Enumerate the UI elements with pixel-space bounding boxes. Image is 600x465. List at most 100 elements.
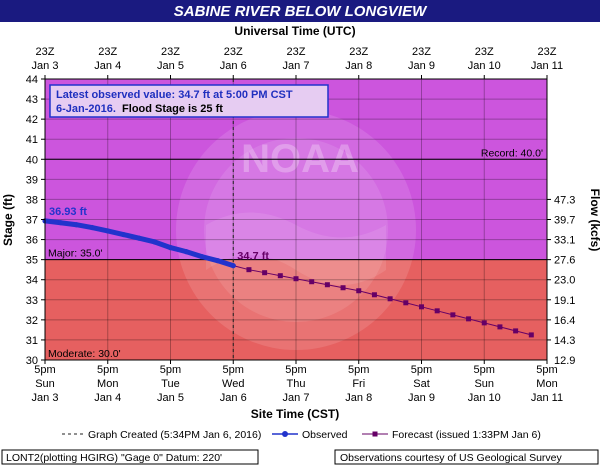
top-tick-date: Jan 9: [408, 60, 435, 72]
observed-point: [152, 239, 158, 245]
series-layer: 36.93 ft 34.7 ft: [42, 206, 534, 338]
left-tick-label: 38: [26, 194, 38, 206]
observed-point: [105, 228, 111, 234]
footer-source-text: Observations courtesy of US Geological S…: [340, 452, 563, 464]
forecast-point: [403, 300, 409, 306]
top-tick-time: 23Z: [475, 46, 494, 58]
bottom-tick-time: 5pm: [34, 364, 55, 376]
left-tick-label: 39: [26, 174, 38, 186]
top-tick-date: Jan 5: [157, 60, 184, 72]
forecast-point: [528, 332, 534, 338]
top-tick-time: 23Z: [161, 46, 180, 58]
forecast-point: [246, 267, 252, 273]
forecast-point: [324, 282, 330, 288]
left-tick-label: 34: [26, 275, 38, 287]
bottom-tick-weekday: Mon: [536, 378, 557, 390]
top-tick-date: Jan 8: [345, 60, 372, 72]
left-tick-label: 30: [26, 355, 38, 367]
bottom-tick-weekday: Sat: [413, 378, 430, 390]
forecast-point: [293, 276, 299, 282]
title-bar: [0, 0, 600, 22]
observed-point: [199, 254, 205, 260]
observed-end-label: 34.7 ft: [237, 251, 269, 263]
noaa-gull-icon: [206, 212, 386, 285]
top-tick-time: 23Z: [224, 46, 243, 58]
forecast-point: [309, 279, 315, 285]
right-tick-label: 23.0: [554, 275, 575, 287]
forecast-point: [434, 308, 440, 314]
bottom-tick-weekday: Thu: [287, 378, 306, 390]
threshold-label-record: Record: 40.0': [481, 147, 543, 159]
forecast-point: [371, 292, 377, 298]
left-tick-label: 33: [26, 295, 38, 307]
noaa-logo-inner-icon: [204, 138, 388, 322]
observed-point: [58, 220, 64, 226]
bottom-tick-weekday: Fri: [352, 378, 365, 390]
top-axis-title: Universal Time (UTC): [234, 24, 355, 38]
legend-forecast-marker: [372, 431, 378, 437]
bottom-tick-weekday: Sun: [474, 378, 494, 390]
forecast-point: [419, 304, 424, 310]
observed-point: [89, 224, 95, 231]
latest-observed-date: 6-Jan-2016.: [56, 103, 116, 115]
latest-observed-box: Latest observed value: 34.7 ft at 5:00 P…: [49, 84, 329, 118]
forecast-line: [233, 265, 532, 336]
right-tick-label: 16.4: [554, 315, 575, 327]
bottom-tick-time: 5pm: [97, 364, 118, 376]
observed-point: [136, 235, 142, 241]
forecast-point: [262, 270, 268, 276]
forecast-point: [513, 328, 519, 334]
top-tick-date: Jan 3: [32, 60, 59, 72]
left-tick-label: 36: [26, 235, 38, 247]
latest-observed-line1: Latest observed value: 34.7 ft at 5:00 P…: [56, 89, 293, 101]
right-tick-label-bottom: 12.9: [554, 355, 575, 367]
bottom-tick-date: Jan 7: [283, 392, 310, 404]
flood-stage-note: Flood Stage is 25 ft: [116, 103, 223, 115]
top-tick-time: 23Z: [412, 46, 431, 58]
top-tick-date: Jan 4: [94, 60, 121, 72]
top-tick-time: 23Z: [349, 46, 368, 58]
legend-forecast-label: Forecast (issued 1:33PM Jan 6): [392, 429, 541, 441]
bottom-tick-date: Jan 5: [157, 392, 184, 404]
top-tick-date: Jan 10: [468, 60, 501, 72]
observed-start-label: 36.93 ft: [49, 206, 87, 218]
bottom-tick-weekday: Wed: [222, 378, 244, 390]
top-axis-ticks: 23Z Jan 3 23Z Jan 4 23Z Jan 5 23Z Jan 6 23Z Jan 7…: [32, 46, 563, 79]
right-tick-label: 33.1: [554, 235, 575, 247]
forecast-point: [497, 324, 503, 330]
observed-point: [120, 231, 127, 238]
right-axis-title: Flow (kcfs): [588, 189, 600, 252]
right-tick-label: 47.3: [554, 194, 575, 206]
bottom-axis-ticks: 5pm Sun Jan 3 5pm Mon Jan 4 5pm Tue Jan 5 5pm Wed J…: [32, 360, 563, 404]
top-tick-date: Jan 6: [220, 60, 247, 72]
left-tick-label: 44: [26, 74, 38, 86]
left-tick-label: 32: [26, 315, 38, 327]
footer-left-box: [1, 449, 259, 465]
bottom-tick-weekday: Sun: [35, 378, 55, 390]
forecast-point: [340, 285, 346, 291]
bottom-tick-date: Jan 8: [345, 392, 372, 404]
footer-right-box: [334, 449, 599, 465]
top-tick-date: Jan 7: [283, 60, 310, 72]
left-tick-label: 42: [26, 114, 38, 126]
forecast-point: [356, 288, 362, 294]
bottom-tick-time: 5pm: [160, 364, 181, 376]
forecast-point: [450, 312, 456, 318]
right-tick-label: 14.3: [554, 335, 575, 347]
left-tick-label: 40: [26, 154, 38, 166]
left-axis-ticks: 30 31 32 33 34 35 36 37 38 39 40 41 42 43 44: [26, 74, 45, 367]
bottom-tick-time: 5pm: [474, 364, 495, 376]
bottom-tick-date: Jan 3: [32, 392, 59, 404]
bottom-tick-time: 5pm: [536, 364, 557, 376]
left-tick-label: 31: [26, 335, 38, 347]
right-tick-label: 39.7: [554, 215, 575, 227]
bottom-tick-date: Jan 4: [94, 392, 121, 404]
threshold-label-major: Major: 35.0': [48, 248, 103, 260]
bottom-tick-time: 5pm: [411, 364, 432, 376]
threshold-label-moderate: Moderate: 30.0': [48, 348, 121, 360]
bottom-tick-weekday: Tue: [161, 378, 180, 390]
left-tick-label: 41: [26, 134, 38, 146]
right-tick-label: 27.6: [554, 255, 575, 267]
legend-observed-marker: [282, 431, 288, 437]
